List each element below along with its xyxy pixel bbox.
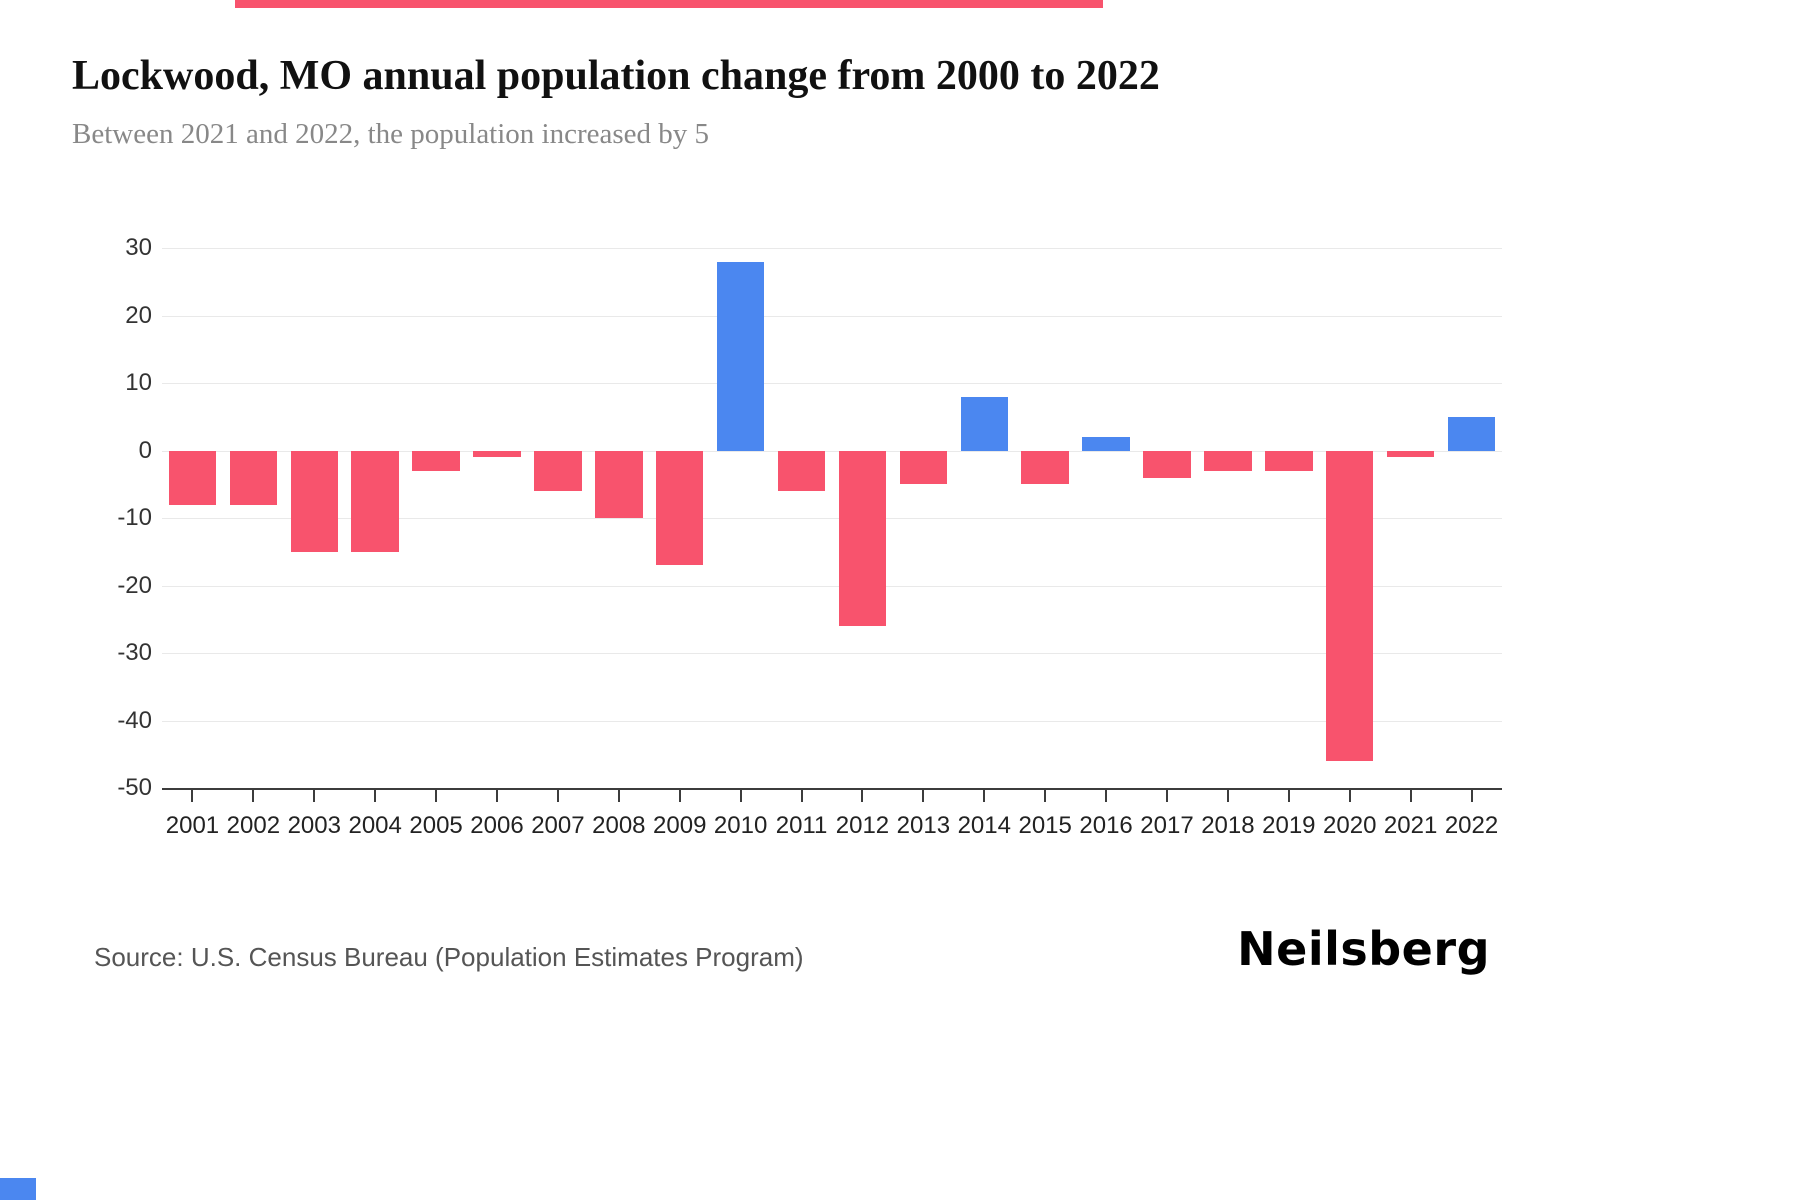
- gridline-10: [162, 383, 1502, 384]
- x-tick-label-2004: 2004: [348, 812, 402, 839]
- x-tick-2021: [1409, 788, 1412, 802]
- neilsberg-logo: Neilsberg: [1237, 922, 1490, 976]
- bar-2011[interactable]: [777, 450, 826, 491]
- x-axis-line: [162, 788, 1502, 790]
- bar-2020[interactable]: [1325, 450, 1374, 761]
- x-tick-label-2002: 2002: [226, 812, 281, 839]
- x-tick-2011: [800, 788, 803, 802]
- bar-2004[interactable]: [351, 450, 399, 552]
- gridline--10: [162, 518, 1502, 519]
- bar-2021[interactable]: [1386, 450, 1435, 458]
- chart-title: Lockwood, MO annual population change fr…: [72, 53, 1160, 99]
- x-tick-2003: [313, 788, 316, 802]
- gridline--30: [162, 653, 1502, 654]
- bar-2016[interactable]: [1082, 437, 1130, 451]
- x-tick-label-2021: 2021: [1383, 812, 1438, 839]
- x-tick-label-2007: 2007: [531, 812, 585, 839]
- bar-2001[interactable]: [168, 450, 217, 505]
- y-tick-label--10: -10: [117, 504, 152, 531]
- x-tick-label-2019: 2019: [1262, 812, 1316, 839]
- x-tick-label-2001: 2001: [165, 812, 220, 839]
- x-tick-2022: [1470, 788, 1473, 802]
- gridline-20: [162, 315, 1502, 317]
- x-tick-label-2011: 2011: [775, 812, 828, 839]
- bar-2002[interactable]: [229, 450, 278, 505]
- x-tick-label-2003: 2003: [287, 812, 341, 839]
- x-tick-2001: [191, 788, 194, 802]
- x-tick-2005: [435, 788, 438, 802]
- x-tick-label-2016: 2016: [1079, 812, 1133, 839]
- bar-2015[interactable]: [1021, 450, 1069, 485]
- x-tick-2016: [1105, 788, 1108, 802]
- bar-2013[interactable]: [899, 450, 948, 485]
- x-tick-2012: [861, 788, 864, 802]
- y-axis: 30 20 10 0 -10 -20 -30 -40 -50: [90, 234, 152, 801]
- bar-2008[interactable]: [595, 450, 643, 518]
- source-attribution: Source: U.S. Census Bureau (Population E…: [94, 942, 804, 972]
- y-tick-label-10: 10: [125, 369, 152, 396]
- x-tick-label-2008: 2008: [592, 812, 646, 839]
- bar-2003[interactable]: [290, 450, 339, 552]
- x-tick-label-2005: 2005: [409, 812, 463, 839]
- x-tick-2015: [1044, 788, 1047, 802]
- plot-area: 2001 2002 2003 2004 2005 2006 2007 2008 2009 2010…: [162, 248, 1502, 839]
- x-tick-label-2014: 2014: [957, 812, 1011, 839]
- y-tick-label--30: -30: [117, 639, 152, 666]
- x-tick-label-2017: 2017: [1140, 812, 1194, 839]
- bar-2018[interactable]: [1204, 450, 1252, 471]
- x-tick-label-2012: 2012: [835, 812, 890, 839]
- x-tick-2018: [1226, 788, 1229, 802]
- x-tick-label-2015: 2015: [1018, 812, 1072, 839]
- x-tick-2007: [556, 788, 559, 802]
- bar-2009[interactable]: [655, 450, 704, 566]
- x-tick-2008: [617, 788, 620, 802]
- bar-chart: 30 20 10 0 -10 -20 -30 -40 -50 2001 2002 2003 2004 2…: [90, 234, 1510, 888]
- x-tick-label-2022: 2022: [1444, 812, 1499, 839]
- bar-2005[interactable]: [412, 450, 460, 471]
- bar-2010[interactable]: [716, 261, 765, 451]
- x-tick-2014: [983, 788, 986, 802]
- bar-2012[interactable]: [838, 450, 887, 626]
- x-tick-label-2010: 2010: [713, 812, 768, 839]
- y-tick-label--40: -40: [117, 706, 152, 734]
- gridline--20: [162, 585, 1502, 587]
- x-tick-2009: [678, 788, 681, 802]
- bar-2017[interactable]: [1143, 450, 1191, 478]
- gridline-0: [162, 450, 1502, 452]
- x-tick-label-2013: 2013: [896, 812, 951, 839]
- bar-2022[interactable]: [1447, 416, 1496, 451]
- x-tick-2010: [739, 788, 742, 802]
- x-tick-2020: [1348, 788, 1351, 802]
- y-tick-label--20: -20: [117, 571, 152, 599]
- x-tick-2019: [1287, 788, 1290, 802]
- y-tick-label-20: 20: [125, 301, 152, 329]
- gridline--40: [162, 720, 1502, 722]
- x-tick-label-2020: 2020: [1323, 812, 1377, 839]
- top-accent-bar: [235, 0, 1103, 8]
- x-tick-2013: [922, 788, 925, 802]
- bar-2019[interactable]: [1265, 450, 1313, 471]
- gridline-30: [162, 248, 1502, 249]
- y-tick-label--50: -50: [117, 774, 152, 801]
- x-tick-label-2006: 2006: [470, 812, 524, 839]
- bar-2014[interactable]: [960, 396, 1009, 451]
- x-tick-2006: [496, 788, 498, 802]
- y-tick-label-30: 30: [125, 234, 152, 261]
- x-tick-label-2018: 2018: [1201, 812, 1255, 839]
- y-tick-label-0: 0: [138, 436, 152, 464]
- bar-2007[interactable]: [534, 450, 582, 491]
- x-tick-2017: [1166, 788, 1168, 802]
- x-tick-2004: [374, 788, 377, 802]
- bottom-accent-square: [0, 1178, 36, 1200]
- x-tick-label-2009: 2009: [653, 812, 707, 839]
- chart-subtitle: Between 2021 and 2022, the population in…: [72, 118, 710, 150]
- bar-2006[interactable]: [473, 450, 521, 458]
- x-tick-2002: [252, 788, 255, 802]
